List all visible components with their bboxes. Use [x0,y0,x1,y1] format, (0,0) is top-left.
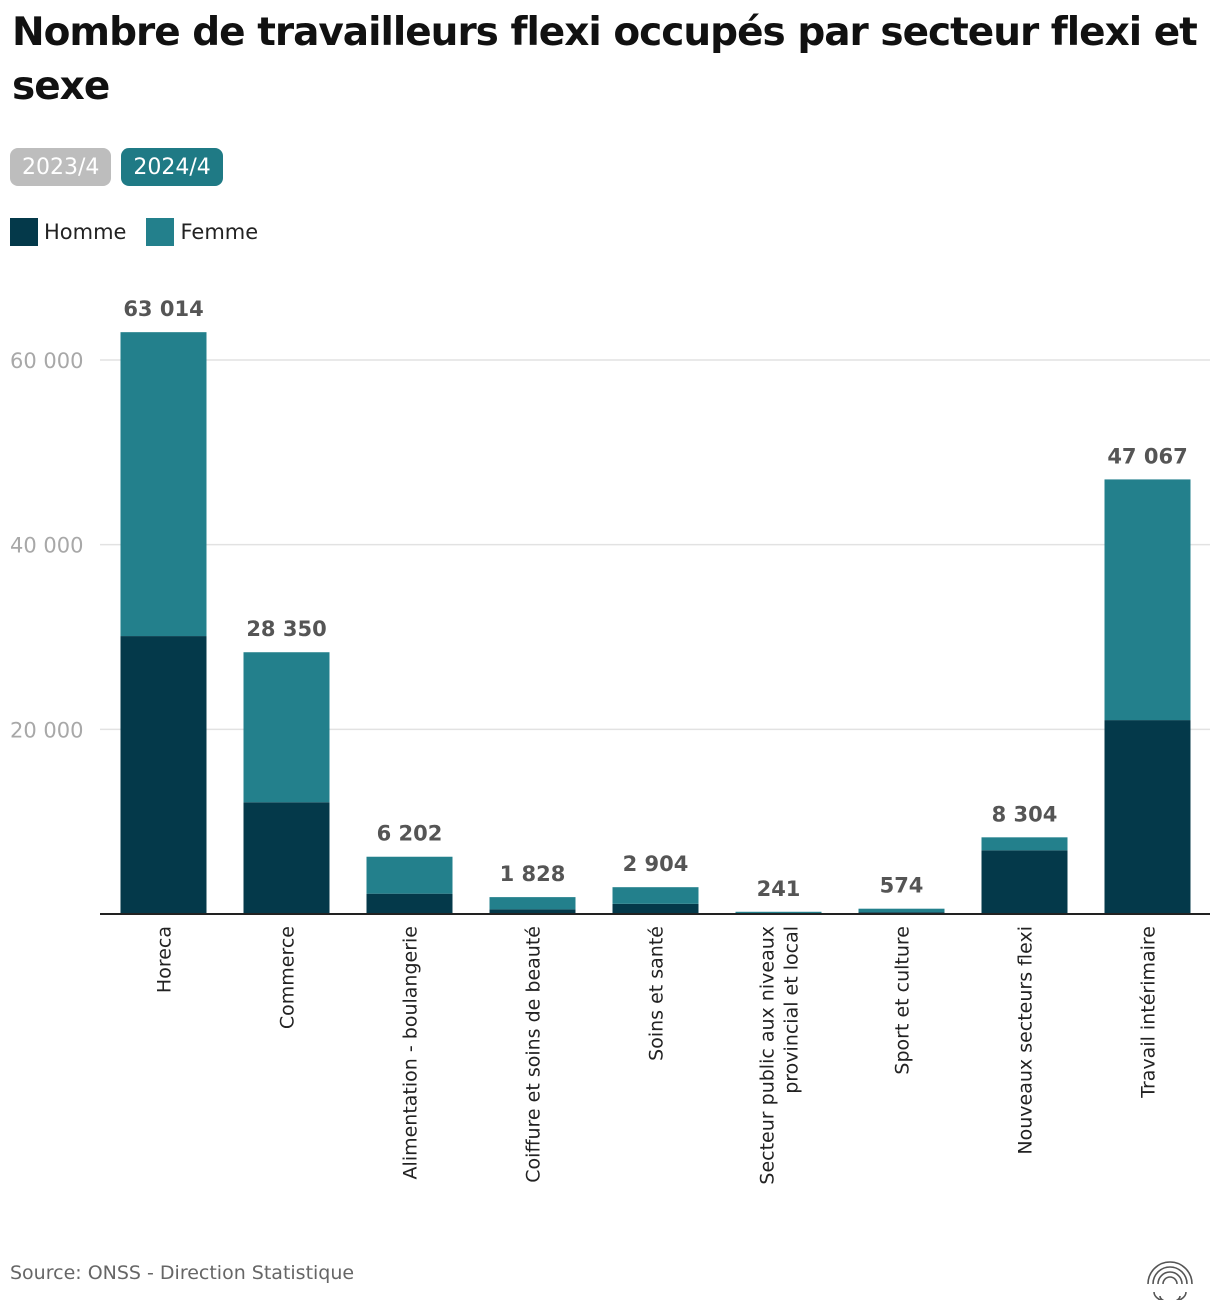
bar-femme [366,856,453,894]
total-label: 47 067 [1107,444,1187,468]
toggle-2023-4[interactable]: 2023/4 [10,148,112,186]
stacked-bar-chart: 20 000 40 000 60 000 63 014 Horeca 28 350 Comm… [10,297,1210,1185]
chart-title: Nombre de travailleurs flexi occupés par… [12,10,1198,109]
bar-homme [981,850,1068,914]
legend-swatch-homme [10,218,38,246]
total-label: 574 [880,874,924,898]
legend-item-femme: Femme [146,218,258,246]
bar-homme [243,802,330,914]
category-label: Sport et culture [892,926,914,1075]
bar-femme [243,652,330,803]
bar-homme [489,909,576,914]
y-tick-label: 20 000 [10,718,83,742]
onss-logo-icon [1147,1261,1193,1300]
total-label: 6 202 [377,822,443,846]
y-tick-label: 60 000 [10,349,83,373]
total-label: 63 014 [123,297,203,321]
bar-femme [612,887,699,904]
legend-label-femme: Femme [180,220,259,244]
total-label: 241 [757,877,801,901]
legend: Homme Femme [10,218,278,246]
bar-femme [1104,479,1191,721]
category-label: Coiffure et soins de beauté [523,926,545,1183]
bar-homme [1104,720,1191,914]
bar-femme [489,897,576,910]
category-label: Travail intérimaire [1138,926,1160,1099]
legend-item-homme: Homme [10,218,126,246]
category-label: Horeca [154,926,176,993]
bar-homme [612,903,699,914]
category-label: Nouveaux secteurs flexi [1015,926,1037,1155]
category-label: Secteur public aux niveaux [757,926,779,1185]
bar-femme [120,332,207,637]
category-label: provincial et local [781,926,803,1094]
category-label: Soins et santé [646,926,668,1061]
legend-swatch-femme [146,218,175,246]
bar-homme [120,636,207,914]
bar-femme [981,837,1068,851]
y-tick-label: 40 000 [10,534,83,558]
bar-femme [735,911,822,914]
category-label: Commerce [277,926,299,1029]
period-toggle-group: 2023/4 2024/4 [10,148,223,186]
category-label: Alimentation - boulangerie [400,926,422,1179]
total-label: 1 828 [500,862,566,886]
total-label: 28 350 [246,617,326,641]
legend-label-homme: Homme [44,220,127,244]
total-label: 8 304 [992,802,1058,826]
total-label: 2 904 [623,852,689,876]
bar-homme [366,893,453,914]
toggle-2024-4[interactable]: 2024/4 [121,148,223,186]
source-note: Source: ONSS - Direction Statistique [10,1262,355,1284]
bar-femme [858,908,945,913]
